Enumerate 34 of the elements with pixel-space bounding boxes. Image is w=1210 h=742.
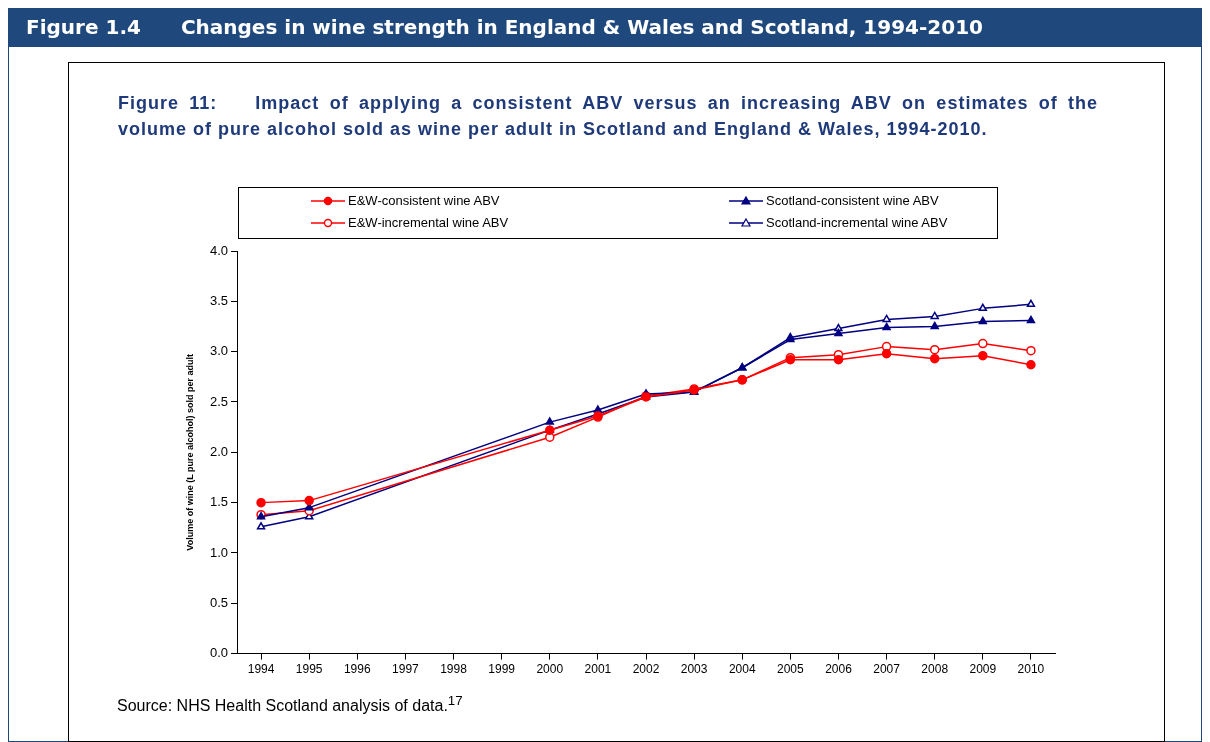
x-tick-label: 1999 — [488, 662, 516, 677]
x-tick-label: 2007 — [873, 662, 901, 677]
y-axis-title: Volume of wine (L pure alcohol) sold per adult — [184, 353, 195, 551]
x-tick-label: 2002 — [632, 662, 660, 677]
x-tick-label: 1997 — [392, 662, 420, 677]
x-tick-label: 2005 — [777, 662, 805, 677]
x-tick-label: 1996 — [343, 662, 371, 677]
x-tick-label: 2010 — [1017, 662, 1045, 677]
x-tick-label: 2000 — [536, 662, 564, 677]
y-tick-label: 3.5 — [209, 292, 228, 308]
x-tick-label: 2001 — [584, 662, 612, 677]
x-tick-label: 2006 — [825, 662, 853, 677]
y-tick-label: 1.0 — [209, 544, 228, 560]
x-tick-label: 1998 — [440, 662, 468, 677]
source-note: Source: NHS Health Scotland analysis of data.$^{17}$ — [117, 693, 463, 716]
x-tick-label: 1994 — [247, 662, 275, 677]
x-tick-label: 1995 — [295, 662, 323, 677]
y-tick-label: 2.5 — [209, 393, 228, 409]
x-tick-label: 2008 — [921, 662, 949, 677]
legend-label: Scotland-incremental wine ABV — [766, 215, 948, 230]
y-tick-label: 1.5 — [209, 494, 228, 510]
legend-label: E&W-consistent wine ABV — [348, 193, 500, 208]
x-tick-label: 2004 — [728, 662, 756, 677]
y-tick-label: 0.0 — [209, 645, 228, 661]
legend-label: E&W-incremental wine ABV — [348, 215, 509, 230]
y-tick-label: 0.5 — [209, 594, 228, 610]
x-tick-label: 2003 — [680, 662, 708, 677]
y-tick-label: 3.0 — [209, 343, 228, 359]
y-tick-label: 4.0 — [209, 242, 228, 258]
y-tick-label: 2.0 — [209, 443, 228, 459]
legend-label: Scotland-consistent wine ABV — [766, 193, 939, 208]
x-tick-label: 2009 — [969, 662, 997, 677]
chart-subtitle: Figure 11: Impact of applying a consistent ABV versus an increasing ABV on estimates of the volume of pure alcohol sold as wine per adult in Scotland and England & Wales, 1994-2010. — [118, 92, 1098, 141]
chart-title: Figure 1.4 Changes in wine strength in England & Wales and Scotland, 1994-2010 — [8, 8, 1202, 46]
